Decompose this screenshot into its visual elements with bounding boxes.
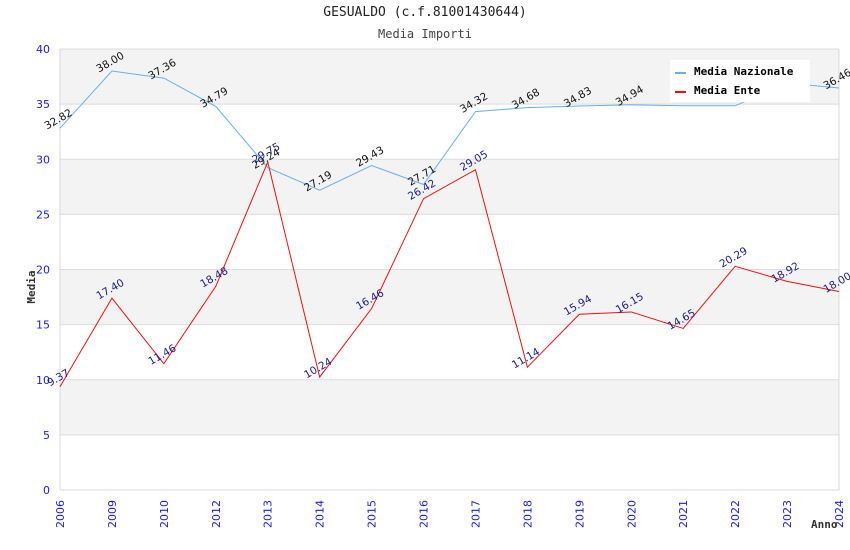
x-tick-label: 2016: [418, 500, 431, 528]
series-line-ente: [59, 160, 840, 387]
x-tick-label: 2017: [469, 500, 482, 528]
y-tick-label: 40: [36, 43, 50, 56]
legend-swatch-ente: [675, 91, 686, 93]
series-line-nazionale: [59, 70, 840, 191]
plot-band: [60, 104, 839, 160]
y-tick-label: 20: [36, 264, 50, 277]
y-tick-labels: 0 5 10 15 20 25 30 35 40: [36, 43, 50, 497]
chart-title: GESUALDO (c.f.81001430644): [323, 5, 527, 20]
x-tick-labels: 2006 2009 2010 2012 2013 2014 2015 2016 2017 2018…: [54, 500, 846, 528]
x-axis-title: Anno: [811, 518, 838, 531]
x-tick-label: 2024: [833, 500, 846, 528]
x-tick-label: 2023: [781, 500, 794, 528]
x-tick-label: 2014: [314, 500, 327, 528]
plot-band: [60, 379, 839, 435]
legend-swatch-nazionale: [675, 72, 686, 74]
plot-band: [60, 159, 839, 215]
x-tick-label: 2013: [262, 500, 275, 528]
plot-band: [60, 214, 839, 270]
y-tick-label: 35: [36, 98, 50, 111]
x-tick-label: 2018: [521, 500, 534, 528]
x-tick-label: 2009: [106, 500, 119, 528]
x-tick-label: 2021: [677, 500, 690, 528]
x-tick-label: 2015: [366, 500, 379, 528]
plot-band: [60, 324, 839, 380]
y-tick-label: 5: [43, 429, 50, 442]
series-lines: [59, 70, 840, 387]
x-tick-label: 2020: [625, 500, 638, 528]
axes: [59, 49, 840, 491]
x-tick-label: 2010: [158, 500, 171, 528]
y-tick-label: 10: [36, 374, 50, 387]
legend-box: [670, 60, 810, 102]
legend-label-ente: Media Ente: [694, 84, 761, 97]
y-tick-label: 25: [36, 208, 50, 221]
y-tick-label: 15: [36, 319, 50, 332]
x-tick-label: 2006: [54, 500, 67, 528]
chart-subtitle: Media Importi: [378, 27, 472, 41]
plot-bands: [60, 49, 839, 490]
y-axis-title: Media: [25, 270, 38, 303]
x-tick-label: 2019: [573, 500, 586, 528]
legend-label-nazionale: Media Nazionale: [694, 65, 794, 78]
y-tick-label: 30: [36, 153, 50, 166]
legend: Media Nazionale Media Ente: [670, 60, 810, 102]
plot-band: [60, 269, 839, 325]
plot-band: [60, 434, 839, 490]
x-tick-label: 2022: [729, 500, 742, 528]
x-tick-label: 2012: [210, 500, 223, 528]
y-tick-label: 0: [43, 484, 50, 497]
